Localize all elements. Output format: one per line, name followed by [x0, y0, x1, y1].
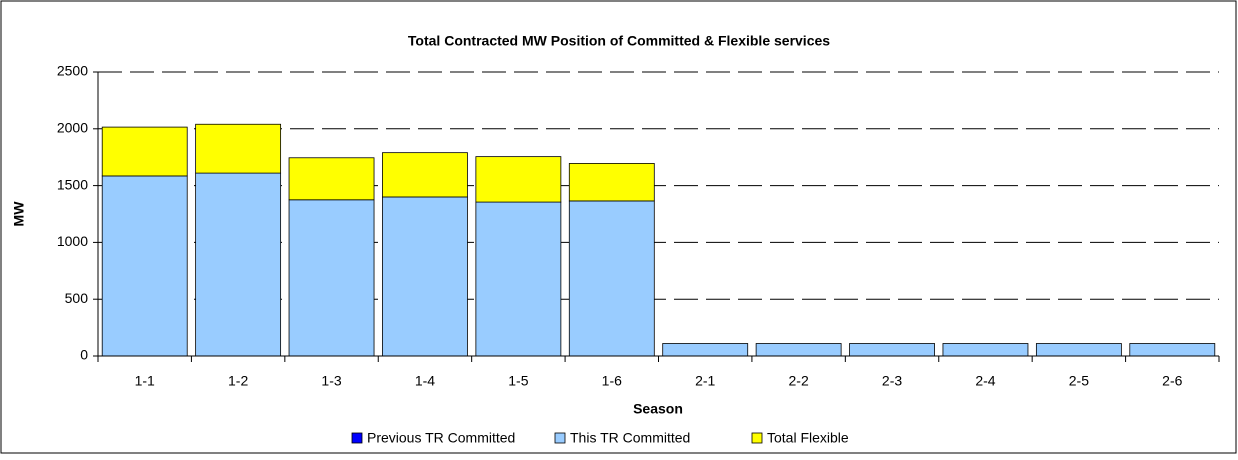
chart-title: Total Contracted MW Position of Committe… [408, 33, 830, 49]
x-tick-label: 1-4 [415, 373, 435, 389]
x-tick-label: 2-3 [882, 373, 902, 389]
bar-segment [101, 126, 188, 177]
bar-segment [942, 343, 1029, 357]
legend-swatch [751, 432, 763, 444]
x-tick-label: 1-6 [602, 373, 622, 389]
x-tick-label: 2-6 [1162, 373, 1182, 389]
y-axis-label: MW [11, 201, 27, 227]
bar-segment [101, 175, 188, 357]
bar-segment [288, 157, 375, 201]
bar-segment [568, 200, 655, 357]
bar-segment [195, 123, 282, 174]
x-axis-label: Season [633, 401, 683, 417]
bar-segment [755, 343, 842, 357]
x-tick-label: 2-4 [975, 373, 995, 389]
bar-segment [195, 172, 282, 357]
bar-segment [1129, 343, 1216, 357]
bar-segment [475, 201, 562, 357]
bar-segment [475, 156, 562, 203]
legend-swatch [554, 432, 566, 444]
bar-segment [662, 343, 749, 357]
x-tick-label: 2-5 [1069, 373, 1089, 389]
y-tick-label: 0 [80, 347, 88, 363]
x-tick-label: 1-5 [508, 373, 528, 389]
y-tick-label: 500 [65, 290, 89, 306]
legend-label: This TR Committed [570, 430, 690, 446]
bar-segment [568, 163, 655, 202]
x-tick-label: 1-1 [135, 373, 155, 389]
bar-segment [1035, 343, 1122, 357]
x-tick-label: 1-3 [321, 373, 341, 389]
bar-segment [382, 152, 468, 198]
legend-label: Total Flexible [767, 430, 849, 446]
x-tick-label: 2-2 [789, 373, 809, 389]
legend-swatch [351, 432, 363, 444]
y-tick-label: 2000 [57, 120, 88, 136]
bar-segment [288, 199, 375, 357]
y-tick-label: 1000 [57, 233, 88, 249]
legend-label: Previous TR Committed [367, 430, 515, 446]
x-tick-label: 1-2 [228, 373, 248, 389]
x-tick-label: 2-1 [695, 373, 715, 389]
y-tick-label: 2500 [57, 63, 88, 79]
bar-segment [382, 196, 468, 357]
bar-segment [849, 343, 935, 357]
y-tick-label: 1500 [57, 176, 88, 192]
